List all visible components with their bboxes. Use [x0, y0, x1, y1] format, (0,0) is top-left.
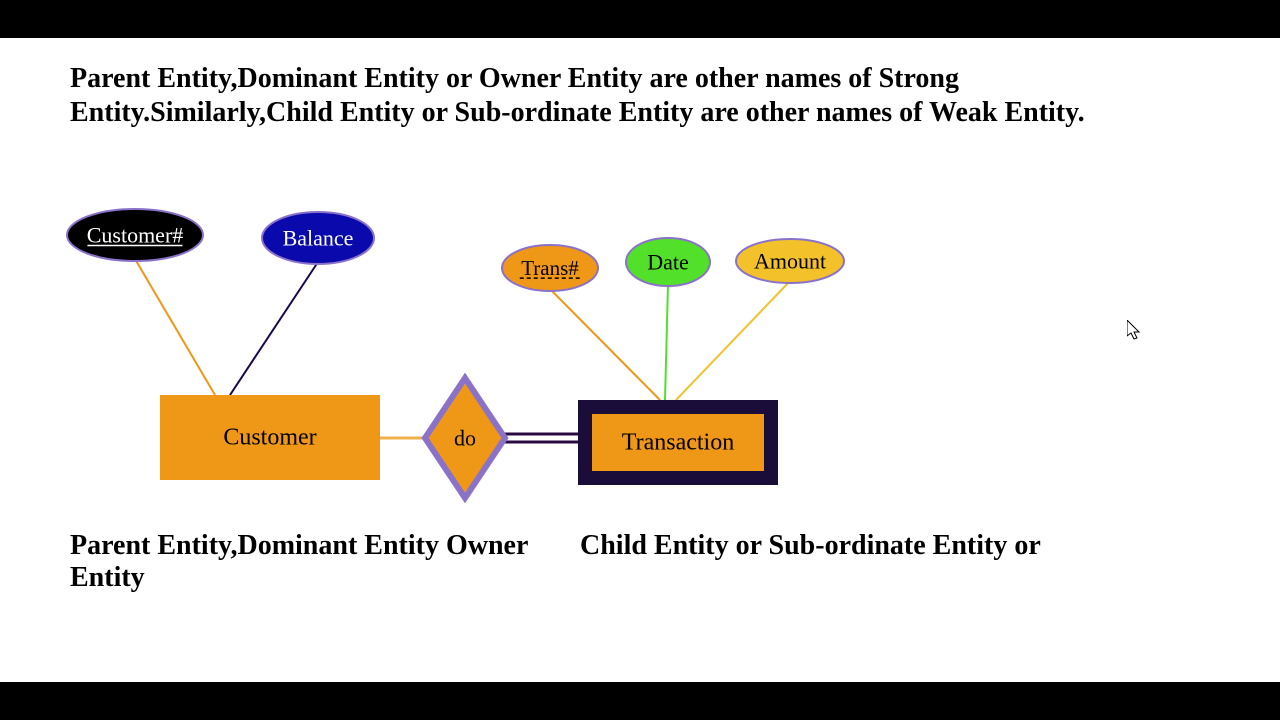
- edge-date: [665, 284, 668, 400]
- attr-label-amount: Amount: [754, 249, 826, 274]
- relationship-label: do: [454, 426, 476, 451]
- edge-trans_id: [550, 289, 660, 400]
- letterbox: Parent Entity,Dominant Entity or Owner E…: [0, 0, 1280, 720]
- er-diagram-svg: Customer# Balance Trans# Date Amount Customer…: [0, 38, 1280, 682]
- attr-label-trans_id: Trans#: [521, 256, 579, 280]
- cursor-icon: [1127, 320, 1145, 344]
- edge-amount: [676, 281, 790, 400]
- attr-label-customer_id: Customer#: [87, 223, 184, 248]
- attr-label-date: Date: [647, 250, 689, 275]
- entity-label-transaction: Transaction: [622, 430, 734, 456]
- edge-customer_id: [135, 259, 215, 395]
- edge-balance: [230, 262, 318, 395]
- attr-label-balance: Balance: [283, 226, 354, 251]
- diagram-canvas: Parent Entity,Dominant Entity or Owner E…: [0, 38, 1280, 682]
- entity-label-customer: Customer: [223, 425, 316, 451]
